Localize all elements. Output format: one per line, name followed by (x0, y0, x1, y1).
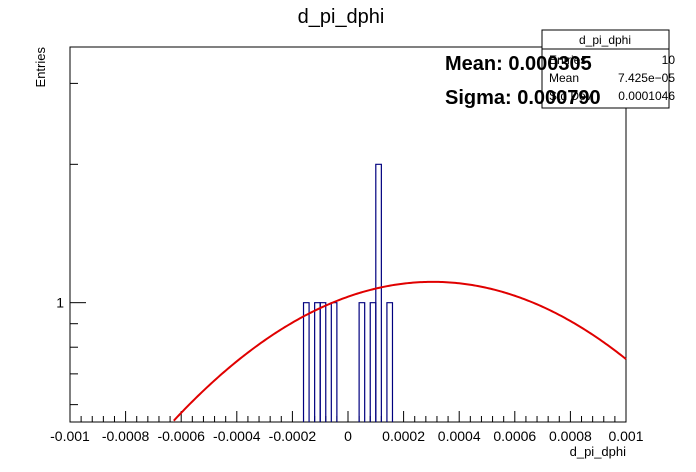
x-tick-label: 0.0002 (382, 428, 425, 444)
stats-mean-value: 7.425e−05 (618, 71, 675, 85)
stats-stddev-value: 0.0001046 (618, 89, 675, 103)
y-axis-tick-labels: 1 (56, 295, 64, 311)
fit-mean-label: Mean: 0.000305 (445, 53, 592, 75)
x-tick-label: -0.0008 (102, 428, 150, 444)
stats-entries-label: Entries (549, 53, 586, 67)
histogram-bin (358, 302, 366, 422)
x-tick-label: -0.001 (50, 428, 90, 444)
x-tick-label: -0.0004 (213, 428, 261, 444)
x-axis-tick-labels: -0.001 -0.0008 -0.0006 -0.0004 -0.0002 0 0.000… (50, 428, 644, 444)
histogram-bins (302, 163, 394, 422)
fit-sigma-label: Sigma: 0.000790 (445, 87, 601, 109)
x-axis-ticks (69, 411, 627, 422)
x-tick-label: -0.0002 (269, 428, 317, 444)
x-tick-label: 0.0006 (493, 428, 536, 444)
histogram-bin (319, 302, 327, 422)
y-axis-label: Entries (33, 47, 48, 88)
gaussian-fit-curve (173, 280, 627, 422)
stats-mean-label: Mean (549, 71, 579, 85)
stats-box-title: d_pi_dphi (579, 33, 631, 47)
stats-box-frame (541, 29, 670, 109)
x-tick-label: -0.0006 (157, 428, 205, 444)
histogram-bin (302, 302, 310, 422)
histogram-bin (386, 302, 394, 422)
x-tick-label: 0 (344, 428, 352, 444)
stats-stddev-label: Std Dev (549, 89, 592, 103)
x-tick-label: 0.0004 (438, 428, 481, 444)
histogram-bin (369, 302, 377, 422)
y-tick-label: 1 (56, 295, 64, 311)
x-tick-label: 0.0008 (549, 428, 592, 444)
x-axis-label: d_pi_dphi (570, 444, 626, 459)
stats-box: d_pi_dphi Entries 10 Mean 7.425e−05 Std … (541, 29, 676, 109)
stats-entries-value: 10 (662, 53, 676, 67)
y-axis-ticks (70, 82, 86, 406)
chart-title: d_pi_dphi (298, 6, 385, 28)
histogram-bin (375, 163, 382, 422)
histogram-bin (314, 302, 321, 422)
x-tick-label: 0.001 (608, 428, 643, 444)
histogram-bin (330, 302, 338, 422)
